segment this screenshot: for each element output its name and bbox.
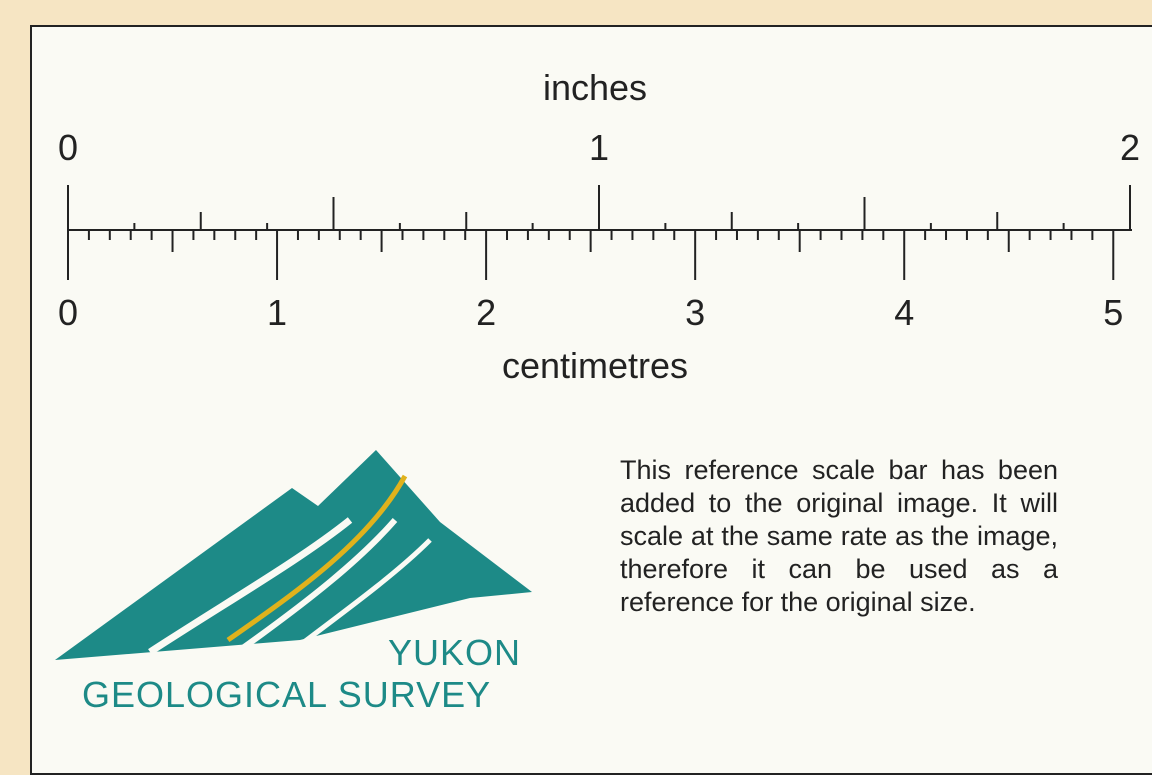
- inch-title: inches: [543, 67, 647, 108]
- cm-title: centimetres: [502, 345, 688, 386]
- inch-tick-label: 2: [1120, 127, 1140, 168]
- cm-tick-label: 2: [476, 292, 496, 333]
- logo: [55, 450, 532, 660]
- streak: [238, 518, 398, 653]
- streak: [148, 517, 353, 655]
- cm-tick-label: 3: [685, 292, 705, 333]
- streak: [298, 538, 432, 647]
- mountain: [55, 450, 532, 660]
- inch-tick-label: 0: [58, 127, 78, 168]
- description: This reference scale bar has been added …: [620, 455, 1058, 617]
- cm-tick-label: 4: [894, 292, 914, 333]
- cm-tick-label: 5: [1103, 292, 1123, 333]
- logo-line2: GEOLOGICAL SURVEY: [82, 674, 492, 715]
- inch-tick-label: 1: [589, 127, 609, 168]
- logo-line1: YUKON: [388, 632, 522, 673]
- panel: [30, 25, 1152, 775]
- cm-tick-label: 1: [267, 292, 287, 333]
- cm-tick-label: 0: [58, 292, 78, 333]
- gold-streak: [226, 474, 408, 643]
